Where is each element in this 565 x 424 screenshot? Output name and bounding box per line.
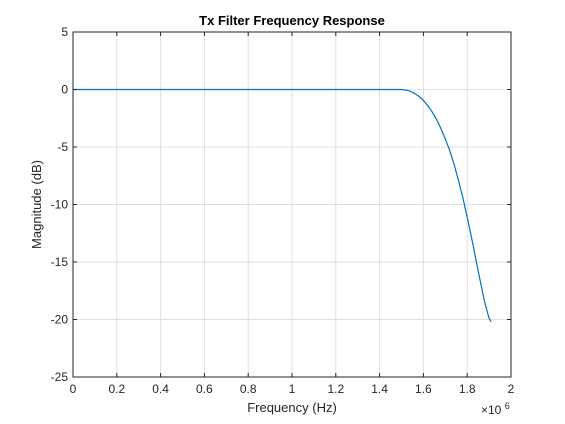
ticks: 0 0.2 0.4 0.6 0.8 1 1.2 1.4 1.6 1.8 2 5 0 -5 -10 -15 -20… (51, 25, 515, 396)
x-tick-label: 1.8 (459, 382, 476, 396)
y-tick-label: 5 (61, 25, 68, 39)
x-tick-label: 1.2 (327, 382, 344, 396)
y-tick-label: -10 (51, 198, 69, 212)
x-tick-label: 1.4 (371, 382, 388, 396)
x-tick-label: 0.2 (108, 382, 125, 396)
x-axis-exponent-base: ×10 (481, 403, 502, 417)
x-tick-label: 1 (289, 382, 296, 396)
y-axis-label: Magnitude (dB) (29, 160, 44, 249)
y-tick-label: -20 (51, 313, 69, 327)
y-tick-label: -5 (57, 140, 68, 154)
x-tick-label: 0.4 (152, 382, 169, 396)
chart-title: Tx Filter Frequency Response (199, 13, 385, 28)
series-line-0 (73, 88, 492, 323)
x-tick-label: 0.8 (240, 382, 257, 396)
y-tick-label: -15 (51, 255, 69, 269)
y-tick-label: -25 (51, 370, 69, 384)
grid (72, 31, 512, 378)
y-tick-label: 0 (61, 83, 68, 97)
x-tick-label: 0.6 (196, 382, 213, 396)
x-tick-label: 1.6 (415, 382, 432, 396)
x-tick-label: 0 (70, 382, 77, 396)
x-axis-exponent-power: 6 (505, 401, 510, 411)
plot-area (73, 88, 492, 323)
x-axis-exponent: ×10 6 (481, 401, 510, 417)
x-axis-label: Frequency (Hz) (247, 400, 337, 415)
x-tick-label: 2 (508, 382, 515, 396)
